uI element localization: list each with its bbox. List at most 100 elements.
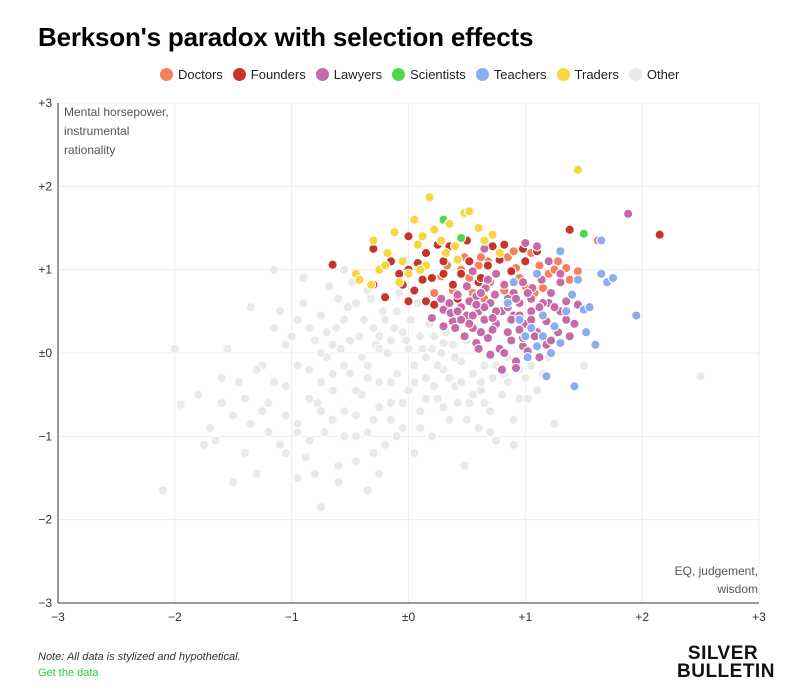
data-point-teachers (584, 302, 595, 313)
data-point-other (429, 381, 440, 392)
data-point-other (304, 364, 315, 375)
data-point-founders (409, 285, 420, 296)
data-point-doctors (552, 256, 564, 267)
data-point-lawyers (510, 362, 522, 374)
data-point-teachers (566, 289, 578, 300)
y-tick-label: −3 (38, 596, 52, 610)
legend-swatch-traders (556, 67, 570, 81)
data-point-other (315, 377, 327, 388)
data-point-other (549, 418, 560, 429)
data-point-lawyers (459, 331, 470, 342)
data-point-other (268, 264, 280, 275)
data-point-other (362, 372, 373, 384)
legend-item-traders[interactable]: Traders (556, 67, 619, 82)
data-point-traders (365, 279, 377, 290)
data-point-other (362, 360, 373, 371)
data-point-other (304, 322, 315, 334)
data-point-other (263, 397, 274, 409)
y-tick-label: +3 (38, 96, 52, 110)
legend-item-doctors[interactable]: Doctors (160, 67, 223, 82)
data-point-other (415, 406, 426, 417)
data-point-founders (564, 224, 575, 235)
x-tick-label: +3 (752, 610, 766, 624)
data-point-teachers (572, 274, 584, 285)
data-point-lawyers (499, 347, 510, 359)
data-point-lawyers (475, 287, 487, 299)
data-point-other (432, 393, 443, 404)
data-point-other (228, 477, 239, 488)
y-axis-label-line: instrumental (64, 124, 129, 138)
data-point-other (362, 427, 373, 438)
data-point-founders (420, 247, 432, 259)
legend-item-scientists[interactable]: Scientists (392, 67, 466, 82)
data-point-other (169, 343, 180, 354)
data-point-other (292, 472, 303, 484)
data-point-other (228, 410, 239, 421)
data-point-lawyers (622, 208, 634, 219)
data-point-teachers (514, 314, 525, 325)
data-point-lawyers (496, 364, 508, 375)
data-point-other (485, 406, 496, 417)
data-point-teachers (545, 347, 557, 359)
scatter-chart: −3 −2 −1 ±0 +1 +2 +3 +3 +2 +1 ±0 −1 −2 −3 Mental hors… (38, 96, 766, 624)
x-tick-label: −1 (285, 610, 299, 624)
data-point-other (304, 435, 315, 446)
data-point-lawyers (499, 279, 510, 290)
data-point-other (368, 322, 379, 334)
data-point-lawyers (564, 331, 575, 342)
data-point-founders (403, 231, 414, 242)
data-point-other (467, 368, 478, 379)
data-point-lawyers (444, 297, 455, 309)
data-point-other (327, 339, 338, 350)
data-point-other (330, 322, 342, 334)
data-point-other (397, 397, 408, 409)
data-point-traders (354, 274, 365, 285)
data-point-other (327, 385, 338, 396)
data-point-other (377, 306, 388, 317)
y-tick-label: +2 (38, 179, 52, 193)
data-point-founders (438, 268, 449, 279)
data-point-other (426, 343, 438, 354)
data-point-traders (368, 235, 379, 246)
data-point-other (436, 347, 447, 359)
data-point-other (362, 485, 373, 496)
legend-item-founders[interactable]: Founders (232, 67, 306, 82)
data-point-other (315, 406, 327, 417)
data-point-other (319, 427, 330, 438)
data-point-doctors (537, 282, 549, 294)
data-point-lawyers (482, 332, 494, 344)
data-point-teachers (596, 268, 607, 279)
data-point-traders (429, 224, 440, 235)
data-point-other (274, 306, 286, 317)
data-point-other (339, 406, 350, 417)
data-point-other (467, 389, 478, 400)
data-point-other (522, 393, 533, 404)
data-point-doctors (572, 266, 584, 277)
data-point-lawyers (506, 335, 517, 346)
legend-item-lawyers[interactable]: Lawyers (315, 67, 382, 82)
data-point-traders (409, 214, 420, 225)
data-point-lawyers (555, 277, 566, 288)
data-point-teachers (580, 327, 592, 338)
data-point-teachers (631, 310, 642, 321)
data-point-other (385, 377, 397, 388)
data-points (157, 164, 706, 513)
data-point-traders (572, 164, 584, 175)
data-point-other (374, 377, 385, 388)
data-point-traders (382, 247, 393, 259)
series-traders (350, 164, 584, 290)
data-point-lawyers (561, 296, 572, 307)
get-the-data-link[interactable]: Get the data (38, 667, 99, 679)
footnote: Note: All data is stylized and hypotheti… (38, 651, 241, 663)
data-point-teachers (555, 337, 566, 349)
data-point-other (280, 381, 291, 392)
data-point-traders (389, 227, 400, 238)
data-point-lawyers (520, 237, 531, 249)
data-point-other (368, 414, 379, 425)
legend-item-other[interactable]: Other (628, 67, 679, 82)
data-point-other (417, 343, 428, 354)
legend-item-teachers[interactable]: Teachers (475, 67, 547, 82)
data-point-other (344, 335, 356, 346)
data-point-other (475, 377, 487, 388)
data-point-other (452, 397, 463, 409)
